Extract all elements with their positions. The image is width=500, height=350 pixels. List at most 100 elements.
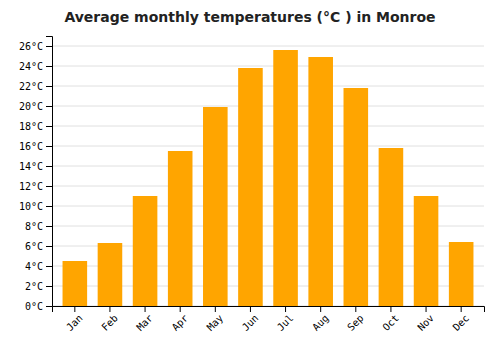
- x-tick-mark: [390, 306, 391, 312]
- y-tick: 18°C: [19, 121, 52, 132]
- x-tick: Jul: [275, 306, 296, 333]
- y-tick-mark: [46, 206, 52, 207]
- grid: [52, 46, 484, 306]
- x-tick-label: Feb: [99, 312, 120, 333]
- y-tick-label: 26°C: [19, 41, 43, 52]
- grid-line: [52, 166, 484, 167]
- x-tick: Jun: [240, 306, 261, 333]
- y-tick-label: 4°C: [25, 261, 43, 272]
- x-tick: Aug: [310, 306, 331, 333]
- y-tick-label: 12°C: [19, 181, 43, 192]
- bar: [98, 243, 123, 306]
- y-tick-mark: [46, 106, 52, 107]
- grid-line: [52, 126, 484, 127]
- grid-line: [52, 66, 484, 67]
- bar: [273, 50, 298, 306]
- x-tick: Sep: [345, 306, 366, 333]
- y-tick-label: 20°C: [19, 101, 43, 112]
- y-tick: 0°C: [25, 301, 52, 312]
- y-tick: 14°C: [19, 161, 52, 172]
- y-tick-mark: [46, 126, 52, 127]
- y-tick-mark: [46, 306, 52, 307]
- y-tick-label: 0°C: [25, 301, 43, 312]
- x-tick-label: Oct: [380, 312, 401, 333]
- bar: [308, 57, 333, 306]
- y-tick-label: 16°C: [19, 141, 43, 152]
- x-tick-mark: [250, 306, 251, 312]
- x-tick-mark: [355, 306, 356, 312]
- y-tick: 16°C: [19, 141, 52, 152]
- bar: [238, 68, 263, 306]
- x-tick-label: Aug: [310, 312, 331, 333]
- x-tick-label: Nov: [415, 312, 436, 333]
- bar: [203, 107, 228, 306]
- x-tick-mark: [320, 306, 321, 312]
- y-tick: 12°C: [19, 181, 52, 192]
- y-tick-label: 14°C: [19, 161, 43, 172]
- y-tick-mark: [46, 286, 52, 287]
- x-axis: Jan Feb Mar Apr May Jun Jul Aug Sep Oct Nov Dec: [53, 306, 485, 333]
- y-tick-label: 8°C: [25, 221, 43, 232]
- x-tick: Jan: [64, 306, 85, 333]
- y-tick: 2°C: [25, 281, 52, 292]
- grid-line: [52, 146, 484, 147]
- x-tick-label: Dec: [451, 312, 472, 333]
- bar: [133, 196, 158, 306]
- y-tick-label: 22°C: [19, 81, 43, 92]
- x-tick: Oct: [380, 306, 401, 333]
- x-tick: Dec: [451, 306, 472, 333]
- x-tick: May: [205, 306, 226, 333]
- x-tick-mark: [285, 306, 286, 312]
- x-tick-mark: [461, 306, 462, 312]
- x-tick: Apr: [170, 306, 191, 333]
- bar: [168, 151, 193, 306]
- y-tick: 22°C: [19, 81, 52, 92]
- y-tick-label: 10°C: [19, 201, 43, 212]
- y-tick-label: 18°C: [19, 121, 43, 132]
- axis-line: [53, 307, 485, 313]
- grid-line: [52, 46, 484, 47]
- x-tick-mark: [426, 306, 427, 312]
- y-tick-mark: [46, 246, 52, 247]
- bar: [344, 88, 369, 306]
- x-tick-label: Mar: [134, 312, 155, 333]
- y-tick-mark: [46, 166, 52, 167]
- y-tick-label: 6°C: [25, 241, 43, 252]
- x-tick-label: Sep: [345, 312, 366, 333]
- plot: 0°C 2°C 4°C 6°C 8°C 10°C 12°C 14°C 16°C 18°C 20°C 2…: [19, 37, 485, 333]
- title: Average monthly temperatures (°C ) in Mo…: [64, 9, 435, 25]
- y-tick: 26°C: [19, 41, 52, 52]
- y-tick-mark: [46, 66, 52, 67]
- y-tick: 20°C: [19, 101, 52, 112]
- y-tick: 10°C: [19, 201, 52, 212]
- x-tick: Feb: [99, 306, 120, 333]
- x-tick: Nov: [415, 306, 436, 333]
- x-tick-label: Apr: [170, 312, 191, 333]
- chart: Average monthly temperatures (°C ) in Mo…: [0, 0, 500, 350]
- y-tick-mark: [46, 226, 52, 227]
- x-tick-mark: [74, 306, 75, 312]
- y-tick: 6°C: [25, 241, 52, 252]
- y-tick-mark: [46, 146, 52, 147]
- y-tick-label: 24°C: [19, 61, 43, 72]
- x-tick-mark: [145, 306, 146, 312]
- x-tick-mark: [180, 306, 181, 312]
- y-tick-mark: [46, 266, 52, 267]
- x-tick-label: Jun: [240, 312, 261, 333]
- y-tick-mark: [46, 86, 52, 87]
- x-tick-mark: [215, 306, 216, 312]
- y-tick: 8°C: [25, 221, 52, 232]
- grid-line: [52, 86, 484, 87]
- y-tick-mark: [46, 46, 52, 47]
- bars: [63, 50, 474, 306]
- x-tick: Mar: [134, 306, 155, 333]
- bar: [379, 148, 404, 306]
- grid-line: [52, 106, 484, 107]
- x-tick-mark: [109, 306, 110, 312]
- x-tick-label: Jan: [64, 312, 85, 333]
- bar: [63, 261, 88, 306]
- y-tick: 4°C: [25, 261, 52, 272]
- y-tick: 24°C: [19, 61, 52, 72]
- x-tick-label: Jul: [275, 312, 296, 333]
- y-tick-label: 2°C: [25, 281, 43, 292]
